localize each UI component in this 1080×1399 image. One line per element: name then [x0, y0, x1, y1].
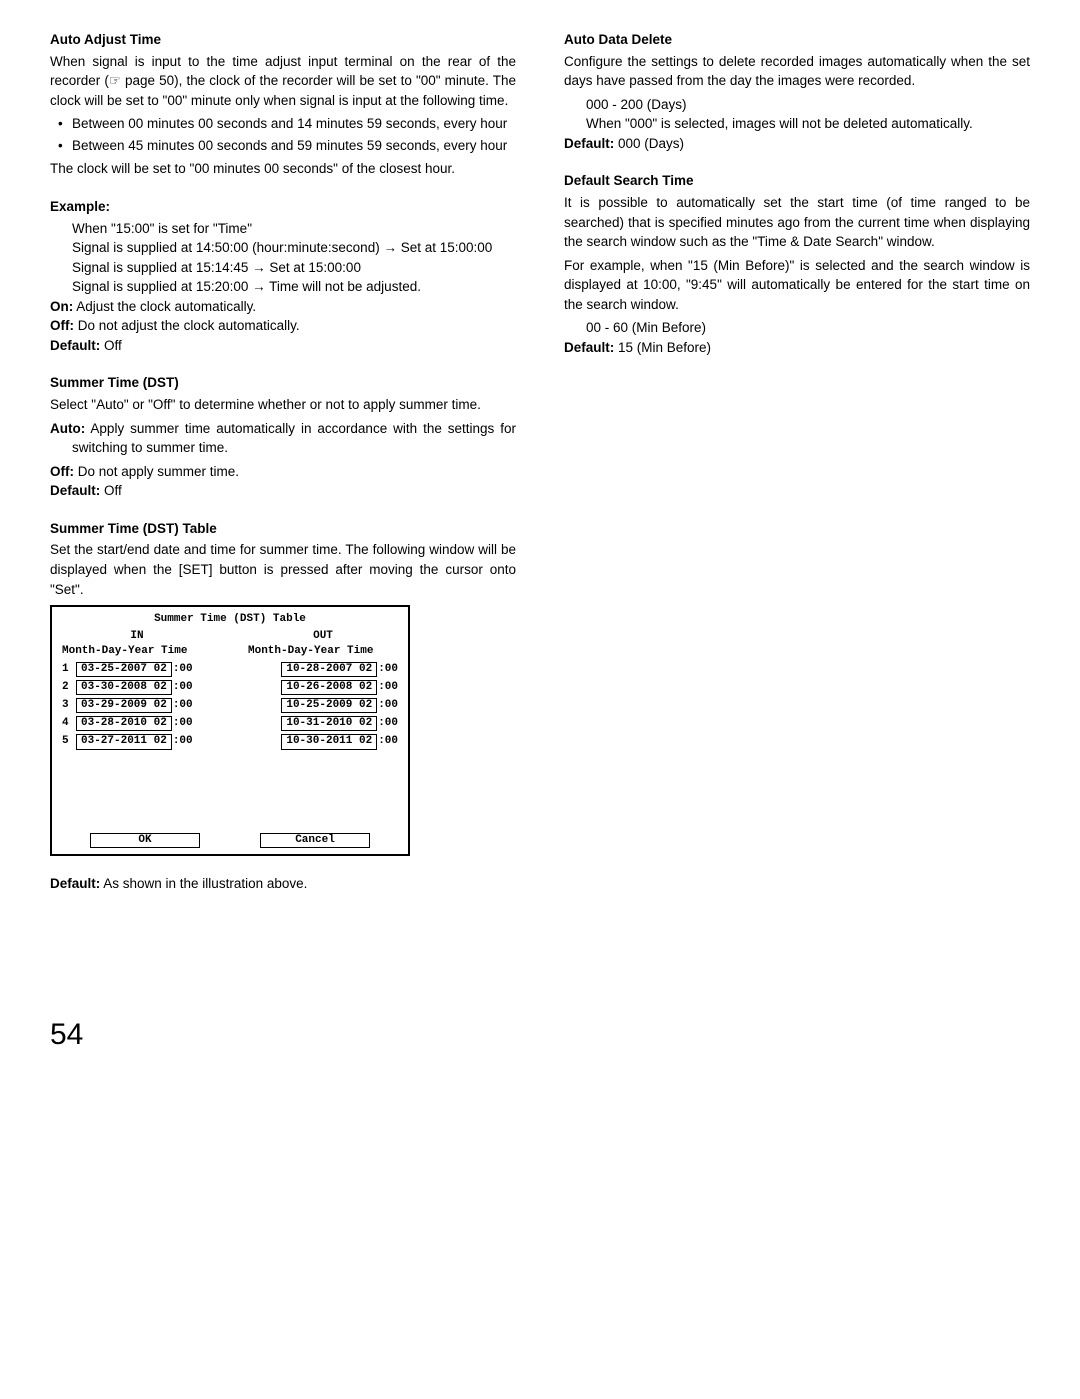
dst-tail: :00 — [172, 663, 193, 676]
example-line: When "15:00" is set for "Time" — [72, 219, 516, 239]
on-label: On: — [50, 299, 73, 314]
dst-row: 303-29-2009 02:0010-25-2009 02:00 — [62, 698, 398, 713]
example-off: Off: Do not adjust the clock automatical… — [50, 316, 516, 336]
auto-adjust-bullets: Between 00 minutes 00 seconds and 14 min… — [50, 114, 516, 155]
dst-col-header: Month-Day-Year Time — [248, 645, 398, 658]
summer-table-default: Default: As shown in the illustration ab… — [50, 874, 516, 894]
dst-row: 203-30-2008 02:0010-26-2008 02:00 — [62, 680, 398, 695]
auto-delete-heading: Auto Data Delete — [564, 30, 1030, 50]
dst-tail: :00 — [377, 717, 398, 730]
example-default: Default: Off — [50, 336, 516, 356]
default-text: As shown in the illustration above. — [100, 876, 307, 891]
auto-label: Auto: — [50, 421, 85, 436]
summer-table-p1: Set the start/end date and time for summ… — [50, 540, 516, 599]
dst-tail: :00 — [377, 699, 398, 712]
example-block: When "15:00" is set for "Time" Signal is… — [50, 219, 516, 297]
dst-tail: :00 — [172, 735, 193, 748]
dst-table-window: Summer Time (DST) Table IN Month-Day-Yea… — [50, 605, 410, 856]
example-line: Signal is supplied at 15:14:45 → Set at … — [72, 258, 516, 278]
page-number: 54 — [50, 1013, 1030, 1057]
search-heading: Default Search Time — [564, 171, 1030, 191]
example-heading: Example: — [50, 197, 516, 217]
example-line: Signal is supplied at 15:20:00 → Time wi… — [72, 277, 516, 297]
right-column: Auto Data Delete Configure the settings … — [564, 30, 1030, 893]
example-line: Signal is supplied at 14:50:00 (hour:min… — [72, 238, 516, 258]
left-column: Auto Adjust Time When signal is input to… — [50, 30, 516, 893]
auto-adjust-p2: The clock will be set to "00 minutes 00 … — [50, 159, 516, 179]
dst-row-num: 2 — [62, 681, 76, 694]
auto-delete-range: 000 - 200 (Days) — [586, 95, 1030, 115]
summer-p1: Select "Auto" or "Off" to determine whet… — [50, 395, 516, 415]
dst-out-cell[interactable]: 10-31-2010 02 — [281, 716, 377, 731]
default-text: 000 (Days) — [614, 136, 684, 151]
dst-out-cell[interactable]: 10-25-2009 02 — [281, 698, 377, 713]
ok-button[interactable]: OK — [90, 833, 200, 848]
default-label: Default: — [564, 340, 614, 355]
auto-delete-note: When "000" is selected, images will not … — [586, 114, 1030, 134]
dst-out-cell[interactable]: 10-30-2011 02 — [281, 734, 377, 749]
off-label: Off: — [50, 464, 74, 479]
auto-adjust-heading: Auto Adjust Time — [50, 30, 516, 50]
auto-delete-default: Default: 000 (Days) — [564, 134, 1030, 154]
cancel-button[interactable]: Cancel — [260, 833, 370, 848]
default-text: Off — [100, 338, 122, 353]
summer-auto: Auto: Apply summer time automatically in… — [50, 419, 516, 458]
summer-heading: Summer Time (DST) — [50, 373, 516, 393]
default-label: Default: — [564, 136, 614, 151]
dst-row: 503-27-2011 02:0010-30-2011 02:00 — [62, 734, 398, 749]
dst-row-num: 1 — [62, 663, 76, 676]
search-range: 00 - 60 (Min Before) — [564, 318, 1030, 338]
dst-row-num: 5 — [62, 735, 76, 748]
dst-in-cell[interactable]: 03-27-2011 02 — [76, 734, 172, 749]
search-p1: It is possible to automatically set the … — [564, 193, 1030, 252]
default-label: Default: — [50, 876, 100, 891]
summer-default: Default: Off — [50, 481, 516, 501]
default-label: Default: — [50, 483, 100, 498]
dst-row-num: 3 — [62, 699, 76, 712]
dst-row: 403-28-2010 02:0010-31-2010 02:00 — [62, 716, 398, 731]
default-text: 15 (Min Before) — [614, 340, 711, 355]
summer-table-heading: Summer Time (DST) Table — [50, 519, 516, 539]
auto-delete-p1: Configure the settings to delete recorde… — [564, 52, 1030, 91]
dst-in-cell[interactable]: 03-30-2008 02 — [76, 680, 172, 695]
search-p2: For example, when "15 (Min Before)" is s… — [564, 256, 1030, 315]
off-text: Do not adjust the clock automatically. — [74, 318, 300, 333]
dst-tail: :00 — [172, 699, 193, 712]
dst-tail: :00 — [172, 681, 193, 694]
on-text: Adjust the clock automatically. — [73, 299, 256, 314]
example-on: On: Adjust the clock automatically. — [50, 297, 516, 317]
dst-tail: :00 — [377, 681, 398, 694]
dst-title: Summer Time (DST) Table — [62, 613, 398, 626]
dst-row-num: 4 — [62, 717, 76, 730]
dst-tail: :00 — [377, 735, 398, 748]
dst-row: 103-25-2007 02:0010-28-2007 02:00 — [62, 662, 398, 677]
default-text: Off — [100, 483, 122, 498]
search-default: Default: 15 (Min Before) — [564, 338, 1030, 358]
dst-out-label: OUT — [248, 630, 398, 643]
off-text: Do not apply summer time. — [74, 464, 239, 479]
dst-in-cell[interactable]: 03-25-2007 02 — [76, 662, 172, 677]
dst-in-cell[interactable]: 03-28-2010 02 — [76, 716, 172, 731]
dst-col-header: Month-Day-Year Time — [62, 645, 212, 658]
dst-in-label: IN — [62, 630, 212, 643]
dst-out-cell[interactable]: 10-28-2007 02 — [281, 662, 377, 677]
summer-off: Off: Do not apply summer time. — [50, 462, 516, 482]
auto-adjust-bullet: Between 45 minutes 00 seconds and 59 min… — [72, 136, 516, 156]
auto-delete-block: 000 - 200 (Days) When "000" is selected,… — [564, 95, 1030, 134]
dst-in-cell[interactable]: 03-29-2009 02 — [76, 698, 172, 713]
default-label: Default: — [50, 338, 100, 353]
auto-adjust-p1: When signal is input to the time adjust … — [50, 52, 516, 111]
auto-text: Apply summer time automatically in accor… — [72, 421, 516, 456]
auto-adjust-bullet: Between 00 minutes 00 seconds and 14 min… — [72, 114, 516, 134]
dst-out-cell[interactable]: 10-26-2008 02 — [281, 680, 377, 695]
off-label: Off: — [50, 318, 74, 333]
dst-tail: :00 — [172, 717, 193, 730]
dst-tail: :00 — [377, 663, 398, 676]
